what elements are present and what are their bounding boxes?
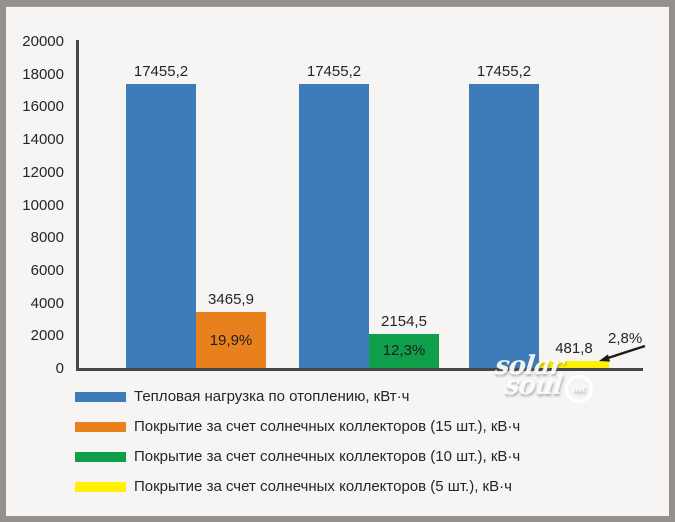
legend-item: Покрытие за счет солнечных коллекторов (… xyxy=(75,477,512,497)
legend-swatch-icon xyxy=(75,422,126,432)
y-tick-label: 14000 xyxy=(22,131,64,149)
legend-item: Покрытие за счет солнечных коллекторов (… xyxy=(75,447,520,467)
y-tick-label: 12000 xyxy=(22,163,64,181)
bar-heating-load-group2 xyxy=(299,83,369,369)
bar-heating-load-group3 xyxy=(469,83,539,369)
y-tick-label: 18000 xyxy=(22,65,64,83)
legend-swatch-icon xyxy=(75,392,126,402)
callout-arrow xyxy=(592,340,654,371)
bar-percent-label: 12,3% xyxy=(382,342,426,360)
y-axis-line xyxy=(76,40,79,371)
y-tick-label: 6000 xyxy=(30,261,64,279)
y-tick-label: 16000 xyxy=(22,98,64,116)
legend-swatch-icon xyxy=(75,482,126,492)
bar-coverage-group2 xyxy=(369,333,439,369)
legend-item-label: Тепловая нагрузка по отоплению, кВт·ч xyxy=(134,388,410,405)
bar-value-label: 2154,5 xyxy=(381,312,427,330)
bar-value-label: 3465,9 xyxy=(208,291,254,309)
y-tick-label: 10000 xyxy=(22,196,64,214)
bar-coverage-group3 xyxy=(539,361,609,369)
y-tick-label: 0 xyxy=(55,360,64,377)
bar-value-label: 17455,2 xyxy=(306,62,362,80)
bar-heating-load-group1 xyxy=(126,83,196,369)
bar-percent-label: 19,9% xyxy=(209,331,253,349)
y-tick-label: 4000 xyxy=(30,294,64,312)
watermark-net-badge: net xyxy=(565,375,593,403)
bar-value-label: 17455,2 xyxy=(476,62,532,80)
y-tick-label: 20000 xyxy=(22,33,64,50)
bar-value-label: 17455,2 xyxy=(133,62,189,80)
legend-item: Покрытие за счет солнечных коллекторов (… xyxy=(75,417,520,437)
y-tick-label: 2000 xyxy=(30,327,64,345)
legend-item: Тепловая нагрузка по отоплению, кВт·ч xyxy=(75,387,409,407)
legend-swatch-icon xyxy=(75,452,126,462)
legend-item-label: Покрытие за счет солнечных коллекторов (… xyxy=(134,478,512,495)
legend-item-label: Покрытие за счет солнечных коллекторов (… xyxy=(134,448,521,465)
bar-coverage-group1 xyxy=(196,312,266,369)
bar-percent-callout-label: 2,8% xyxy=(608,330,643,347)
bar-value-label: 481,8 xyxy=(555,340,593,358)
watermark-word-soul: soul xyxy=(503,371,564,401)
legend-item-label: Покрытие за счет солнечных коллекторов (… xyxy=(134,418,521,435)
x-axis-line xyxy=(76,368,643,371)
y-tick-label: 8000 xyxy=(30,229,64,247)
